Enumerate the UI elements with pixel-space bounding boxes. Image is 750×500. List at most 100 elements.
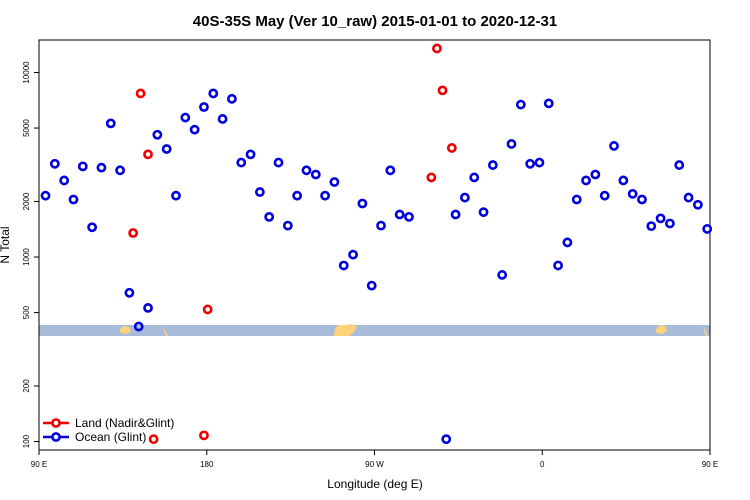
- ocean-point: [366, 280, 377, 291]
- ocean-point: [497, 270, 508, 280]
- x-tick-label: 0: [540, 460, 545, 469]
- data-points: [40, 43, 713, 445]
- ocean-point: [385, 165, 396, 176]
- land-point: [202, 304, 213, 315]
- ocean-point: [459, 192, 470, 203]
- ocean-point: [49, 158, 60, 169]
- ocean-point: [161, 144, 172, 154]
- ocean-point: [646, 221, 657, 232]
- y-tick-label: 10000: [22, 61, 31, 84]
- ocean-point: [264, 211, 275, 222]
- map-strip: [39, 324, 710, 336]
- ocean-point: [282, 220, 293, 231]
- land-point: [143, 149, 153, 160]
- ocean-point: [77, 161, 88, 172]
- ocean-point: [506, 139, 517, 149]
- land-point: [135, 88, 146, 99]
- legend-label-ocean: Ocean (Glint): [75, 430, 146, 444]
- ocean-point: [40, 190, 51, 201]
- legend: Land (Nadir&Glint)Ocean (Glint): [43, 416, 174, 444]
- ocean-point: [525, 158, 536, 169]
- ocean-point: [329, 177, 340, 187]
- ocean-point: [338, 260, 349, 271]
- land-point: [437, 85, 448, 96]
- axes: 90 E 180 90 W 0 90 E 100 200 500 1000 2000 5000 100…: [22, 39, 718, 469]
- x-tick-label: 90 E: [31, 460, 47, 469]
- ocean-point: [227, 93, 237, 104]
- y-tick-label: 500: [22, 305, 31, 319]
- ocean-point: [441, 434, 452, 445]
- ocean-point: [590, 169, 601, 180]
- ocean-point: [553, 260, 563, 271]
- ocean-point: [618, 175, 629, 186]
- map-strip-land-australia-repeat: [655, 325, 667, 334]
- ocean-point: [450, 209, 461, 220]
- ocean-point: [254, 187, 265, 197]
- ocean-point: [115, 165, 125, 176]
- y-tick-label: 1000: [22, 248, 31, 266]
- ocean-point: [171, 190, 181, 201]
- y-tick-label: 200: [22, 379, 31, 393]
- ocean-point: [348, 249, 358, 260]
- ocean-point: [515, 99, 526, 110]
- ocean-point: [637, 194, 647, 205]
- ocean-point: [236, 157, 247, 168]
- legend-label-land: Land (Nadir&Glint): [75, 416, 174, 430]
- map-strip-land-newzealand-repeat: [703, 326, 708, 336]
- ocean-point: [534, 157, 545, 168]
- ocean-point: [692, 199, 703, 210]
- ocean-point: [357, 198, 368, 209]
- ocean-point: [702, 224, 713, 234]
- ocean-point: [571, 194, 582, 205]
- map-strip-ocean: [39, 325, 710, 336]
- ocean-point: [674, 160, 685, 170]
- ocean-point: [599, 190, 610, 201]
- ocean-point: [133, 321, 144, 332]
- x-tick-label: 90 E: [702, 460, 718, 469]
- y-tick-label: 5000: [22, 119, 31, 137]
- ocean-point: [655, 213, 666, 224]
- land-point: [426, 172, 437, 183]
- ocean-point: [478, 207, 489, 218]
- map-strip-land-australia: [119, 326, 131, 334]
- ocean-point: [105, 118, 116, 129]
- land-point: [128, 228, 139, 238]
- ocean-point: [217, 114, 228, 124]
- y-tick-label: 100: [22, 434, 31, 448]
- ocean-point: [469, 172, 480, 183]
- x-tick-label: 90 W: [365, 460, 384, 469]
- map-strip-land-newzealand: [163, 326, 168, 336]
- land-point: [199, 430, 209, 441]
- ocean-point: [68, 194, 79, 205]
- x-axis-label: Longitude (deg E): [327, 477, 422, 491]
- ocean-point: [376, 220, 386, 231]
- ocean-point: [59, 175, 70, 186]
- ocean-point: [152, 129, 163, 140]
- ocean-point: [394, 209, 405, 220]
- land-point: [446, 143, 457, 153]
- chart-title: 40S-35S May (Ver 10_raw) 2015-01-01 to 2…: [193, 13, 557, 30]
- ocean-point: [609, 141, 619, 151]
- ocean-point: [683, 192, 694, 203]
- legend-marker-land: [51, 418, 61, 428]
- ocean-point: [143, 303, 153, 313]
- ocean-point: [96, 162, 107, 173]
- y-axis-label: N Total: [0, 226, 12, 263]
- ocean-point: [208, 88, 219, 99]
- ocean-point: [665, 218, 675, 229]
- ocean-point: [87, 222, 98, 233]
- ocean-point: [199, 102, 209, 112]
- ocean-point: [273, 157, 284, 168]
- ocean-point: [543, 98, 554, 109]
- ocean-point: [245, 149, 256, 160]
- ocean-point: [189, 124, 200, 135]
- map-strip-land-southamerica: [334, 324, 357, 336]
- ocean-point: [292, 190, 303, 201]
- x-tick-label: 180: [200, 460, 214, 469]
- land-point: [432, 43, 442, 54]
- ocean-point: [627, 188, 638, 199]
- ocean-point: [487, 160, 498, 170]
- y-tick-label: 2000: [22, 192, 31, 210]
- ocean-point: [310, 169, 321, 180]
- ocean-point: [301, 165, 312, 176]
